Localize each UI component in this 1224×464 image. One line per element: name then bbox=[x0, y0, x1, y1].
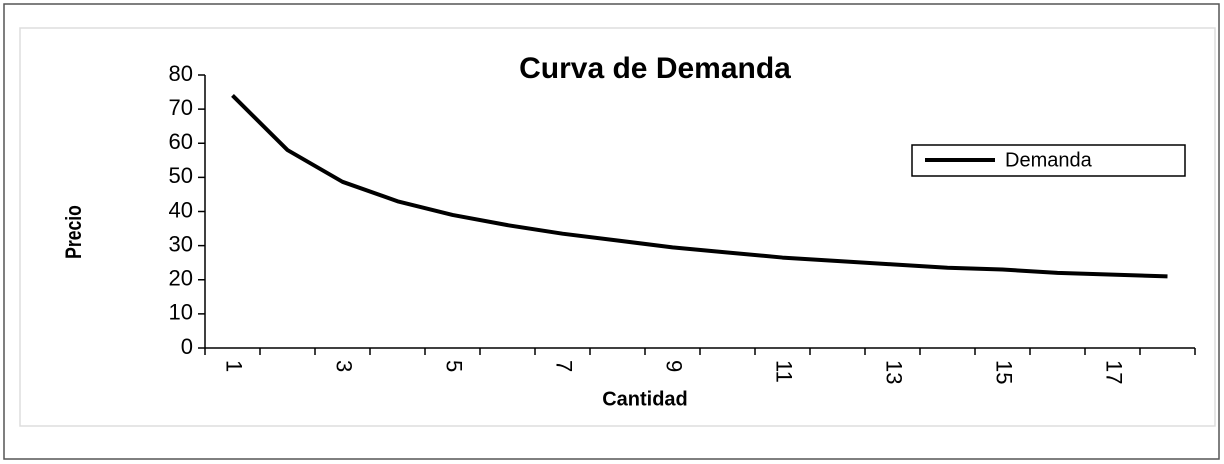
x-tick-label: 9 bbox=[662, 360, 687, 372]
x-tick-label: 7 bbox=[552, 360, 577, 372]
x-tick-label: 3 bbox=[332, 360, 357, 372]
y-tick-label: 70 bbox=[169, 95, 193, 120]
legend: Demanda bbox=[911, 144, 1186, 177]
y-tick-label: 30 bbox=[169, 231, 193, 256]
x-axis-label: Cantidad bbox=[602, 388, 688, 410]
y-tick-label: 20 bbox=[169, 266, 193, 291]
x-tick-label: 1 bbox=[222, 360, 247, 372]
y-axis-label: Precio bbox=[62, 205, 86, 259]
legend-label: Demanda bbox=[1005, 149, 1093, 171]
y-tick-label: 40 bbox=[169, 197, 193, 222]
x-tick-label: 5 bbox=[442, 360, 467, 372]
x-tick-label: 11 bbox=[772, 360, 797, 383]
x-tick-label: 15 bbox=[992, 360, 1017, 384]
y-tick-label: 50 bbox=[169, 163, 193, 188]
y-tick-label: 10 bbox=[169, 300, 193, 325]
x-tick-label: 13 bbox=[882, 360, 907, 384]
y-tick-label: 0 bbox=[181, 334, 193, 359]
series-line bbox=[231, 94, 1168, 279]
y-tick-label: 60 bbox=[169, 129, 193, 154]
y-tick-label: 80 bbox=[169, 61, 193, 86]
x-tick-label: 17 bbox=[1102, 360, 1127, 384]
chart-area bbox=[19, 27, 1216, 427]
chart-title: Curva de Demanda bbox=[519, 52, 791, 85]
